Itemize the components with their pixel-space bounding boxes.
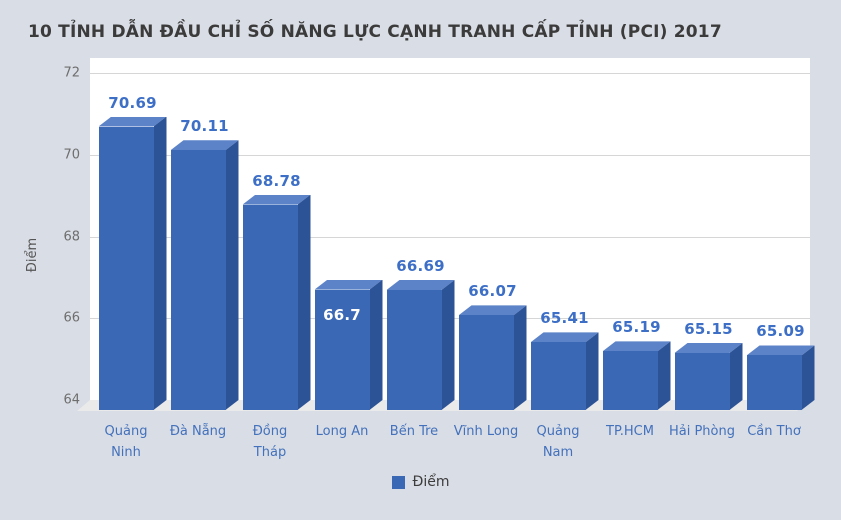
bar-value-label: 65.41 (540, 309, 589, 328)
gridline (90, 73, 810, 74)
bar[interactable] (530, 342, 586, 410)
bar-side-face (658, 341, 671, 410)
legend-label: Điểm (412, 474, 450, 490)
bar[interactable] (386, 290, 442, 410)
bar-side-face (442, 280, 455, 410)
y-tick-label: 68 (63, 229, 80, 244)
bar-value-label: 68.78 (252, 171, 301, 190)
y-tick-label: 64 (63, 392, 80, 408)
bar-side-face (586, 332, 599, 410)
bar-value-label: 66.07 (468, 282, 517, 301)
gridline (90, 154, 810, 156)
x-category-label: Long An (315, 424, 369, 439)
bar[interactable] (746, 355, 802, 410)
bar-side-face (514, 305, 527, 410)
y-axis-title: Điểm (25, 237, 40, 273)
bar-top-face (171, 140, 239, 150)
bar-top-face (603, 341, 671, 351)
bar-value-label: 66.7 (323, 305, 361, 324)
x-category-label: Đà Nẵng (169, 424, 227, 439)
bar-value-label: 65.15 (684, 319, 733, 338)
legend: Điểm (0, 474, 841, 490)
chart-title: 10 TỈNH DẪN ĐẦU CHỈ SỐ NĂNG LỰC CẠNH TRA… (28, 22, 722, 42)
bar-top-face (243, 195, 311, 205)
x-category-label: Đồng Tháp (252, 424, 288, 460)
x-category-label: Quảng Nam (536, 424, 580, 460)
bar-side-face (298, 195, 311, 410)
bar-top-face (387, 280, 455, 290)
bar-top-face (747, 345, 815, 355)
bar[interactable] (242, 204, 298, 410)
bar-top-face (315, 280, 383, 290)
x-category-label: Bến Tre (389, 424, 439, 439)
bar[interactable] (458, 315, 514, 410)
x-category-label: Cần Thơ (747, 424, 801, 439)
bar-top-face (99, 117, 167, 127)
legend-swatch-icon (391, 475, 405, 489)
bar-side-face (226, 140, 239, 410)
bar-value-label: 70.11 (180, 117, 229, 136)
y-tick-label: 66 (63, 310, 80, 326)
bar[interactable] (170, 150, 226, 410)
bar-side-face (154, 117, 167, 410)
bar-side-face (730, 343, 743, 410)
x-category-label: Hải Phòng (668, 424, 735, 439)
x-category-label: Quảng Ninh (104, 424, 148, 460)
bar-side-face (802, 345, 815, 410)
y-tick-label: 72 (63, 65, 80, 81)
bar-value-label: 65.09 (756, 322, 805, 341)
bar[interactable] (602, 351, 658, 410)
gridline (90, 236, 810, 238)
bar-top-face (675, 343, 743, 353)
bar-value-label: 65.19 (612, 318, 661, 337)
bar[interactable] (314, 289, 370, 410)
bar-top-face (459, 305, 527, 315)
bar-top-face (531, 332, 599, 342)
x-category-label: Vĩnh Long (453, 424, 519, 439)
y-tick-label: 70 (63, 147, 80, 163)
bar-value-label: 70.69 (108, 93, 157, 112)
bar-side-face (370, 280, 383, 410)
bar-value-label: 66.69 (396, 257, 445, 276)
x-category-label: TP.HCM (606, 424, 654, 439)
bar[interactable] (98, 126, 154, 410)
bar[interactable] (674, 352, 730, 410)
